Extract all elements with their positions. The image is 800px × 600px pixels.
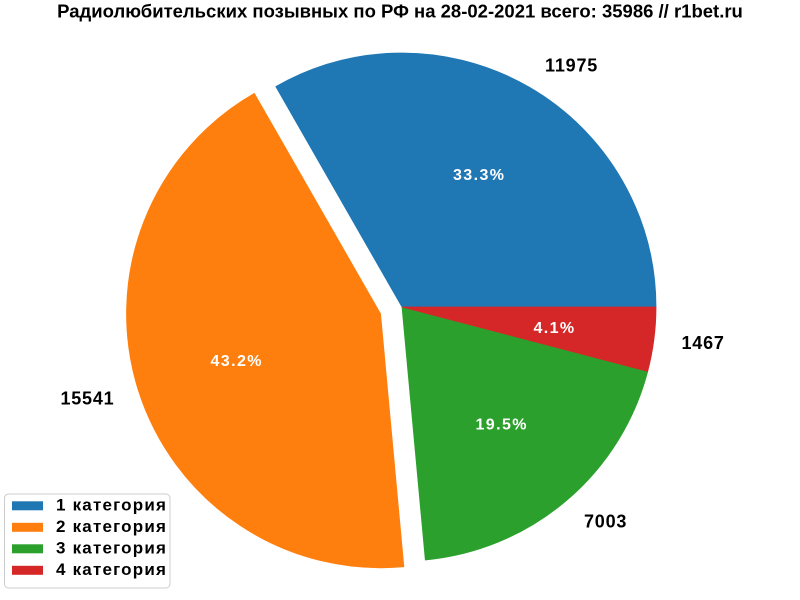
svg-text:4.1%: 4.1% bbox=[533, 320, 575, 337]
svg-text:4 категория: 4 категория bbox=[56, 560, 167, 579]
svg-text:33.3%: 33.3% bbox=[453, 167, 505, 184]
svg-text:Радиолюбительских позывных по: Радиолюбительских позывных по РФ на 28-0… bbox=[57, 1, 743, 22]
svg-text:19.5%: 19.5% bbox=[476, 416, 528, 433]
svg-text:1467: 1467 bbox=[682, 333, 725, 353]
svg-text:15541: 15541 bbox=[60, 389, 114, 409]
svg-text:11975: 11975 bbox=[545, 55, 598, 75]
svg-text:43.2%: 43.2% bbox=[211, 353, 263, 370]
svg-text:7003: 7003 bbox=[584, 511, 627, 531]
svg-text:1 категория: 1 категория bbox=[56, 496, 167, 515]
svg-text:3 категория: 3 категория bbox=[56, 539, 167, 558]
svg-text:2 категория: 2 категория bbox=[56, 517, 167, 536]
